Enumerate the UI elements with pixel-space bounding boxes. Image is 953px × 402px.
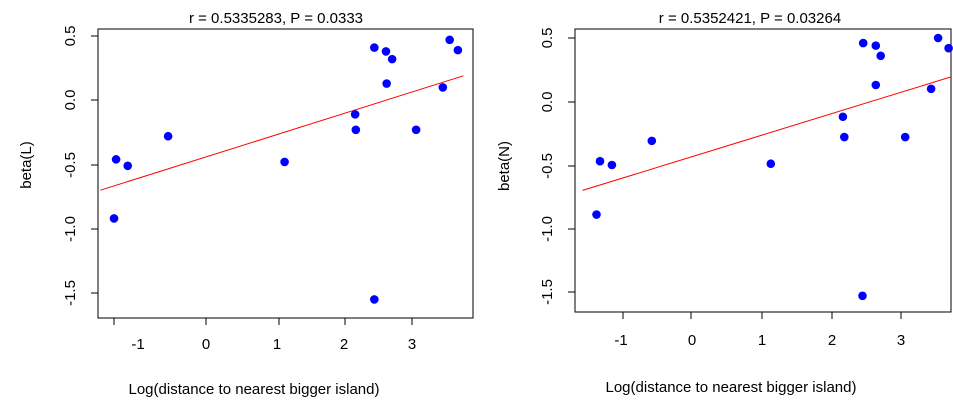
right-data-point: [876, 51, 885, 61]
right-y-tick-label: 0.5: [539, 28, 556, 49]
left-data-point: [163, 131, 173, 141]
right-y-tick-label: -1.0: [539, 216, 556, 242]
left-x-axis-title: Log(distance to nearest bigger island): [129, 381, 380, 398]
left-data-point: [411, 125, 421, 135]
right-points-group: [592, 33, 953, 301]
left-data-point: [445, 35, 454, 45]
left-x-tick-label: 3: [408, 336, 416, 353]
right-panel: r = 0.5352421, P = 0.03264 -1 0 1 2 3 0.…: [496, 10, 953, 396]
left-y-axis-title: beta(L): [18, 141, 35, 189]
right-data-point: [858, 291, 867, 301]
right-data-point: [592, 210, 601, 219]
left-data-point: [280, 157, 289, 167]
right-x-axis: -1 0 1 2 3: [614, 311, 905, 349]
right-data-point: [607, 160, 617, 170]
right-fit-line: [582, 76, 952, 191]
right-plot-frame: [574, 28, 952, 313]
right-x-tick-label: 3: [897, 332, 905, 349]
right-x-tick-label: 1: [758, 332, 766, 349]
left-y-axis: 0.5 0.0 -0.5 -1.0 -1.5: [62, 26, 99, 306]
left-data-point: [381, 47, 391, 56]
left-x-tick-label: 1: [273, 336, 281, 353]
right-data-point: [595, 156, 605, 166]
left-y-tick-label: -1.5: [62, 280, 79, 306]
left-data-point: [111, 155, 121, 164]
right-data-point: [933, 33, 943, 43]
left-data-point: [370, 43, 379, 52]
left-x-tick-label: -1: [131, 336, 144, 353]
right-data-point: [926, 84, 936, 94]
right-y-tick-label: -0.5: [539, 153, 556, 179]
left-x-axis: -1 0 1 2 3: [113, 317, 416, 353]
right-data-point: [871, 80, 881, 90]
right-data-point: [840, 132, 849, 142]
left-data-point: [109, 214, 119, 223]
right-data-point: [838, 112, 848, 122]
right-data-point: [944, 43, 953, 53]
left-data-point: [370, 295, 379, 304]
left-title: r = 0.5335283, P = 0.0333: [189, 10, 363, 27]
right-y-axis: 0.5 0.0 -0.5 -1.0 -1.5: [539, 28, 576, 305]
right-data-point: [871, 41, 881, 50]
left-y-tick-label: 0.5: [62, 26, 79, 47]
right-y-axis-title: beta(N): [496, 141, 513, 191]
left-data-point: [453, 45, 463, 55]
right-y-tick-label: 0.0: [539, 92, 556, 113]
right-data-point: [647, 136, 657, 146]
right-x-axis-title: Log(distance to nearest bigger island): [606, 379, 857, 396]
right-y-tick-label: -1.5: [539, 279, 556, 305]
left-y-tick-label: 0.0: [62, 90, 79, 111]
left-x-tick-label: 0: [202, 336, 210, 353]
left-panel: r = 0.5335283, P = 0.0333 -1 0 1 2 3 0: [18, 10, 474, 398]
left-fit-line-group: [100, 75, 464, 191]
left-data-point: [123, 161, 133, 171]
left-fit-line: [100, 75, 464, 191]
left-points-group: [109, 35, 463, 304]
left-y-tick-label: -0.5: [62, 152, 79, 178]
left-data-point: [351, 125, 361, 135]
right-title: r = 0.5352421, P = 0.03264: [659, 10, 841, 27]
left-y-tick-label: -1.0: [62, 216, 79, 242]
right-data-point: [766, 159, 776, 169]
right-fit-line-group: [582, 76, 952, 191]
right-data-point: [858, 38, 868, 48]
left-data-point: [438, 83, 448, 92]
left-data-point: [387, 54, 397, 64]
right-x-tick-label: -1: [614, 332, 627, 349]
right-data-point: [900, 132, 910, 142]
right-x-tick-label: 0: [688, 332, 696, 349]
right-x-tick-label: 2: [828, 332, 836, 349]
left-x-tick-label: 2: [340, 336, 348, 353]
left-data-point: [350, 110, 360, 119]
left-data-point: [382, 79, 391, 88]
